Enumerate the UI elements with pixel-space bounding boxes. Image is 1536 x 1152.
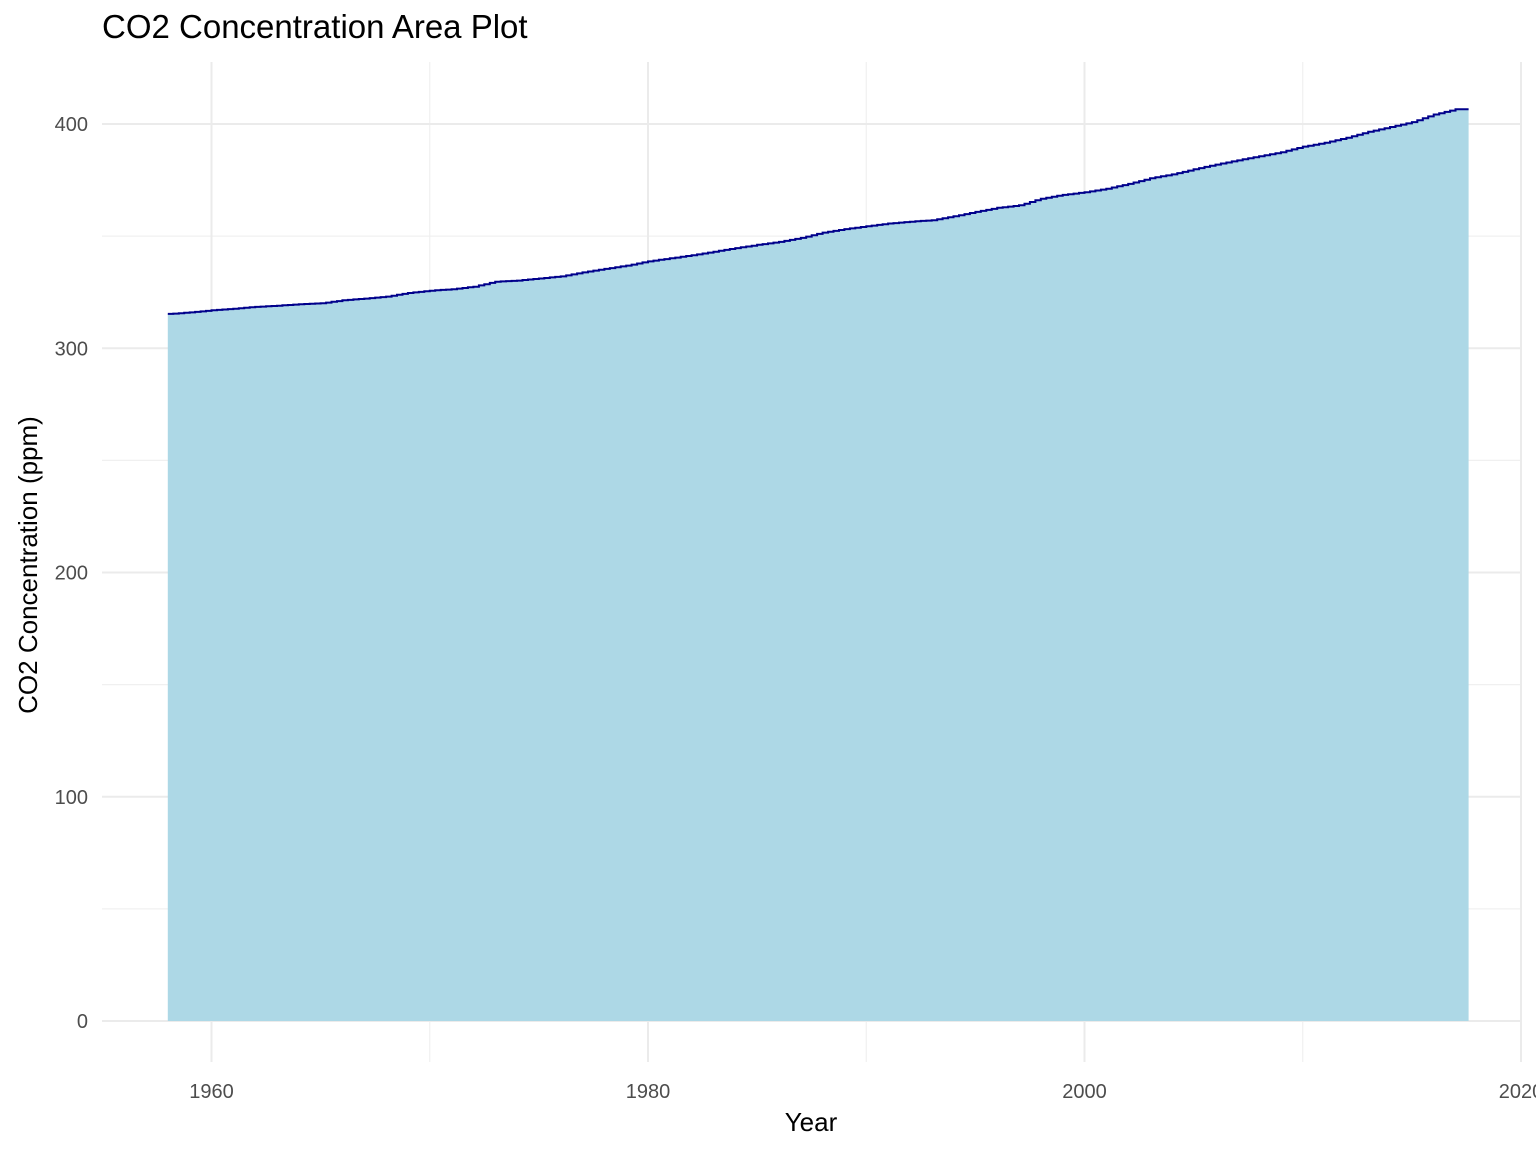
area-layer: [167, 108, 1469, 1022]
y-tick-label: 200: [55, 563, 88, 585]
y-tick-label: 0: [77, 1011, 88, 1033]
chart-title: CO2 Concentration Area Plot: [102, 8, 528, 45]
y-tick-label: 400: [55, 114, 88, 136]
y-axis-title: CO2 Concentration (ppm): [13, 416, 43, 714]
y-tick-label: 300: [55, 338, 88, 360]
x-axis-title: Year: [785, 1107, 838, 1137]
x-tick-label: 1960: [189, 1081, 234, 1103]
area-fill: [167, 109, 1469, 1022]
x-tick-label: 2000: [1062, 1081, 1107, 1103]
y-tick-label: 100: [55, 787, 88, 809]
x-tick-label: 1980: [626, 1081, 671, 1103]
series-line: [167, 108, 1469, 315]
